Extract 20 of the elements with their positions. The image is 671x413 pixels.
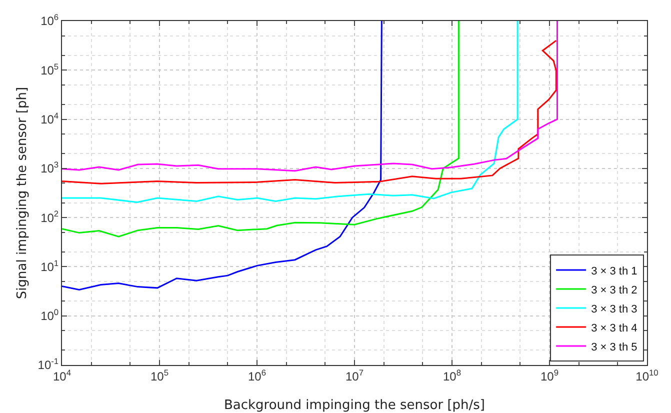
legend-label: 3 × 3 th 1 — [591, 265, 638, 278]
legend-label: 3 × 3 th 5 — [591, 341, 638, 354]
x-tick-label: 10$^{10}$ — [636, 367, 659, 384]
legend-label: 3 × 3 th 2 — [591, 284, 638, 296]
x-axis-title: Background impinging the sensor [ph/s] — [224, 398, 486, 413]
x-tick-label: 10$^{9}$ — [540, 367, 559, 384]
y-tick-label: 10$^{4}$ — [40, 110, 59, 126]
x-tick-label: 10$^{5}$ — [150, 367, 169, 384]
y-tick-label: 10$^{6}$ — [40, 12, 59, 28]
y-tick-label: 10$^{3}$ — [40, 160, 59, 176]
y-tick-label: 10$^{0}$ — [40, 307, 59, 324]
y-tick-label: 10$^{1}$ — [40, 258, 59, 274]
x-tick-label: 10$^{7}$ — [345, 367, 364, 384]
x-tick-label: 10$^{8}$ — [442, 367, 462, 384]
x-tick-label: 10$^{6}$ — [248, 367, 266, 384]
y-axis-title: Signal impinging the sensor [ph] — [15, 86, 30, 300]
y-tick-label: 10$^{2}$ — [40, 208, 59, 225]
legend-label: 3 × 3 th 4 — [591, 322, 638, 334]
legend-label: 3 × 3 th 3 — [591, 303, 638, 316]
y-tick-label: 10$^{5}$ — [40, 61, 59, 78]
